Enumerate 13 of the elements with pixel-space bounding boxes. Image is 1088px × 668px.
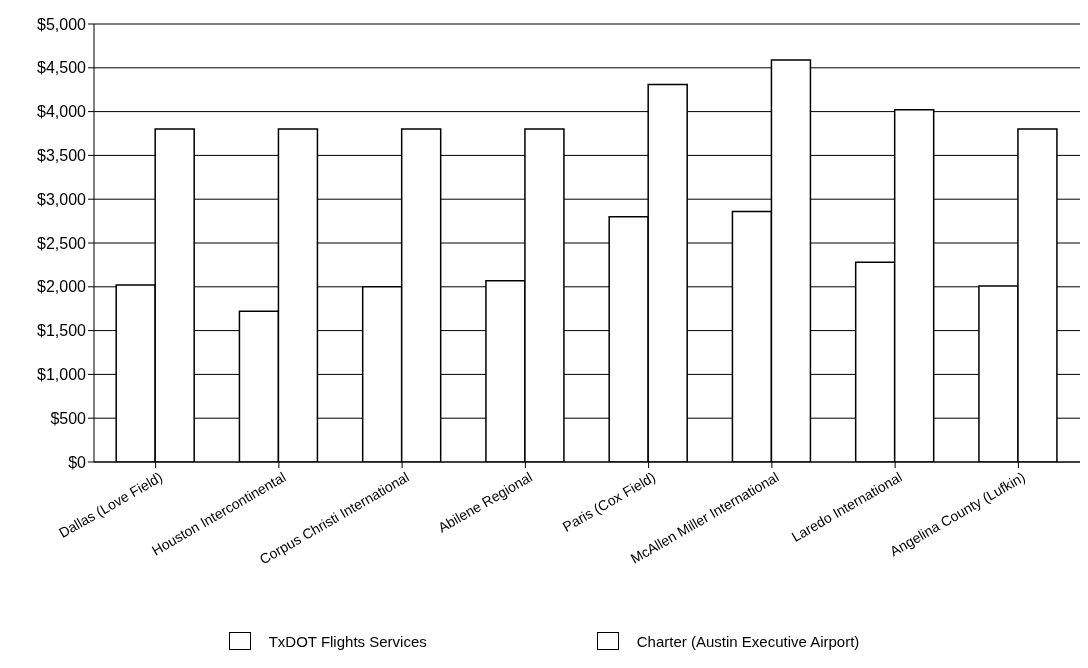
y-tick-label: $5,000 bbox=[37, 15, 87, 33]
y-tick-label: $4,500 bbox=[37, 59, 87, 77]
y-tick-label: $0 bbox=[68, 453, 87, 471]
y-tick-label: $500 bbox=[50, 409, 87, 427]
y-tick-label: $1,500 bbox=[37, 322, 87, 340]
legend-label: TxDOT Flights Services bbox=[268, 632, 427, 650]
y-tick-label: $2,500 bbox=[37, 234, 87, 252]
legend-label: Charter (Austin Executive Airport) bbox=[636, 632, 860, 650]
y-tick-label: $1,000 bbox=[37, 366, 87, 384]
y-tick-label: $3,000 bbox=[37, 190, 87, 208]
y-tick-label: $2,000 bbox=[37, 278, 87, 296]
y-tick-label: $4,000 bbox=[37, 103, 87, 121]
y-tick-label: $3,500 bbox=[37, 147, 87, 165]
